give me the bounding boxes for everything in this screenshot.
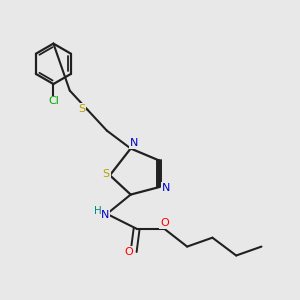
Text: O: O bbox=[160, 218, 169, 228]
Text: S: S bbox=[79, 104, 86, 114]
Text: Cl: Cl bbox=[48, 96, 59, 106]
Text: N: N bbox=[162, 183, 170, 193]
Text: H: H bbox=[94, 206, 102, 216]
Text: S: S bbox=[103, 169, 110, 179]
Text: N: N bbox=[130, 138, 138, 148]
Text: N: N bbox=[101, 210, 110, 220]
Text: O: O bbox=[124, 247, 133, 257]
